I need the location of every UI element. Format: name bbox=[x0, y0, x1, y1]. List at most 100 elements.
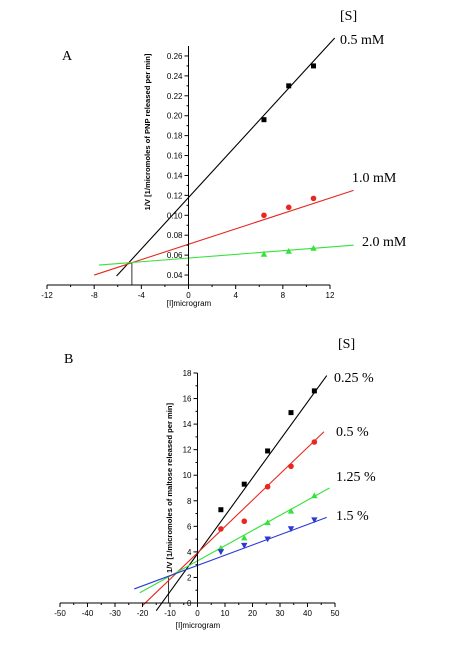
panel-b-letter: B bbox=[64, 352, 73, 367]
panel-b-data-point bbox=[311, 517, 318, 524]
panel-a-y-tick-label: 0.08 bbox=[167, 231, 183, 240]
panel-b-fit-lines bbox=[134, 375, 330, 611]
panel-a-x-tick-label: -4 bbox=[138, 291, 146, 300]
panel-a-x-tick-label: -12 bbox=[41, 291, 53, 300]
panel-a-axes: -12 -8 -4 0 4 8 12 0.04 0.06 0.08 0.10 0.12 0.14 0.16… bbox=[41, 46, 335, 300]
panel-b-x-tick-label: -20 bbox=[137, 609, 149, 618]
panel-b-data-point bbox=[287, 526, 295, 533]
panel-b-data-point bbox=[264, 483, 271, 490]
panel-a-y-axis-title: 1/V [1/micromoles of PNP released per mi… bbox=[143, 53, 152, 210]
panel-a-x-tick-label: 8 bbox=[281, 291, 286, 300]
panel-b-x-tick-label: 50 bbox=[331, 609, 340, 618]
panel-a-series-labels: 0.5 mM 1.0 mM 2.0 mM bbox=[340, 33, 407, 250]
panel-b-axes: -50 -40 -30 -20 -10 0 10 20 30 40 50 0 2 4 6 8 10 12 14 16 1… bbox=[54, 369, 340, 618]
panel-b-data-point bbox=[264, 536, 271, 543]
panel-b-y-tick-label: 10 bbox=[183, 471, 192, 480]
panel-b-data-point bbox=[311, 492, 318, 499]
panel-a-letter: A bbox=[62, 49, 73, 64]
panel-b-series-label-2: 1.25 % bbox=[336, 470, 376, 485]
panel-a-data-point bbox=[285, 247, 292, 254]
panel-a-fit-line-2 bbox=[98, 244, 354, 266]
panel-b-data-point bbox=[241, 518, 248, 525]
panel-a-y-tick-label: 0.06 bbox=[167, 251, 183, 260]
panel-a-data-point bbox=[310, 195, 317, 202]
panel-a-markers bbox=[260, 63, 317, 257]
panel-a-y-tick-label: 0.10 bbox=[167, 211, 183, 220]
panel-b-x-tick-label: 20 bbox=[248, 609, 257, 618]
panel-b-y-tick-label: 12 bbox=[183, 446, 192, 455]
panel-b-data-point bbox=[311, 388, 317, 394]
panel-b-data-point bbox=[218, 526, 224, 532]
panel-b-x-tick-label: -10 bbox=[164, 609, 176, 618]
panel-a-fit-line-0 bbox=[116, 37, 336, 277]
panel-b-x-tick-label: -40 bbox=[82, 609, 94, 618]
panel-a-y-tick-label: 0.26 bbox=[167, 52, 183, 61]
panel-b-data-point bbox=[241, 534, 248, 541]
panel-b-y-tick-label: 4 bbox=[187, 548, 192, 557]
panel-a-data-point bbox=[260, 250, 268, 257]
panel-b-y-tick-label: 2 bbox=[187, 573, 192, 582]
panel-a-y-tick-label: 0.12 bbox=[167, 191, 183, 200]
panel-a-y-tick-label: 0.20 bbox=[167, 112, 183, 121]
panel-a-y-tick-label: 0.24 bbox=[167, 72, 183, 81]
panel-a-data-point bbox=[261, 117, 267, 123]
panel-b-data-point bbox=[311, 439, 318, 445]
panel-b-x-tick-label: 10 bbox=[221, 609, 230, 618]
panel-a-y-tick-label: 0.04 bbox=[167, 271, 183, 280]
panel-b-series-labels: 0.25 % 0.5 % 1.25 % 1.5 % bbox=[334, 371, 376, 524]
panel-b-data-point bbox=[241, 542, 248, 549]
panel-b-chart: B [S] 1/V [1/micromoles of maltose relea… bbox=[54, 337, 376, 630]
panel-b-series-label-1: 0.5 % bbox=[336, 425, 369, 440]
panel-b-y-tick-label: 8 bbox=[187, 497, 192, 506]
panel-b-series-label-0: 0.25 % bbox=[334, 371, 374, 386]
panel-b-data-point bbox=[264, 519, 271, 526]
panel-a-x-tick-label: 0 bbox=[186, 291, 191, 300]
panel-b-x-tick-label: -30 bbox=[109, 609, 121, 618]
panel-a-data-point bbox=[310, 244, 317, 251]
panel-b-data-point bbox=[217, 544, 225, 551]
panel-b-x-tick-label: -50 bbox=[54, 609, 66, 618]
panel-a-x-tick-label: 4 bbox=[233, 291, 238, 300]
panel-a-fit-line-1 bbox=[93, 189, 354, 276]
panel-b-fit-line-0 bbox=[155, 375, 328, 611]
panel-b-series-label-3: 1.5 % bbox=[336, 509, 369, 524]
panel-b-y-axis-title: 1/V [1/micromoles of maltose released pe… bbox=[165, 402, 174, 573]
panel-a-y-tick-label: 0.16 bbox=[167, 152, 183, 161]
panel-b-data-point bbox=[265, 448, 271, 454]
panel-b-x-tick-label: 0 bbox=[195, 609, 200, 618]
panel-a-fit-lines bbox=[93, 37, 354, 285]
panel-b-data-point bbox=[287, 507, 295, 514]
panel-a-x-axis-title: [I]microgram bbox=[167, 299, 212, 308]
panel-a-y-tick-label: 0.22 bbox=[167, 92, 183, 101]
panel-b-fit-line-1 bbox=[142, 431, 325, 606]
panel-b-x-axis-title: [I]microgram bbox=[176, 621, 221, 630]
panel-b-y-tick-label: 14 bbox=[183, 420, 192, 429]
panel-a-x-tick-label: 12 bbox=[326, 291, 335, 300]
panel-b-x-tick-label: 40 bbox=[303, 609, 312, 618]
panel-a-data-point bbox=[261, 212, 267, 219]
panel-a-series-label-2: 2.0 mM bbox=[362, 235, 407, 250]
panel-b-y-tick-label: 16 bbox=[183, 395, 192, 404]
panel-a-data-point bbox=[310, 63, 316, 69]
panel-a-chart: A [S] 1/V [1/micromoles of PNP released … bbox=[41, 9, 407, 308]
panel-b-data-point bbox=[288, 463, 294, 470]
panel-b-y-tick-label: 18 bbox=[183, 369, 192, 378]
panel-a-data-point bbox=[285, 204, 292, 211]
panel-a-series-label-1: 1.0 mM bbox=[352, 171, 397, 186]
panel-a-legend-title: [S] bbox=[340, 9, 357, 24]
panel-a-data-point bbox=[286, 83, 292, 89]
panel-b-data-point bbox=[218, 507, 224, 513]
panel-a-y-tick-label: 0.18 bbox=[167, 132, 183, 141]
panel-b-x-tick-label: 30 bbox=[276, 609, 285, 618]
panel-b-data-point bbox=[288, 410, 294, 416]
panel-b-fit-line-3 bbox=[134, 516, 327, 590]
panel-a-series-label-0: 0.5 mM bbox=[340, 33, 385, 48]
panel-b-legend-title: [S] bbox=[338, 337, 355, 352]
panel-b-data-point bbox=[241, 481, 247, 487]
panel-b-y-tick-label: 6 bbox=[187, 522, 192, 531]
panel-b-data-point bbox=[217, 549, 225, 556]
panel-a-x-tick-label: -8 bbox=[91, 291, 99, 300]
panel-b-markers bbox=[217, 388, 318, 556]
panel-a-y-tick-label: 0.14 bbox=[167, 171, 183, 180]
